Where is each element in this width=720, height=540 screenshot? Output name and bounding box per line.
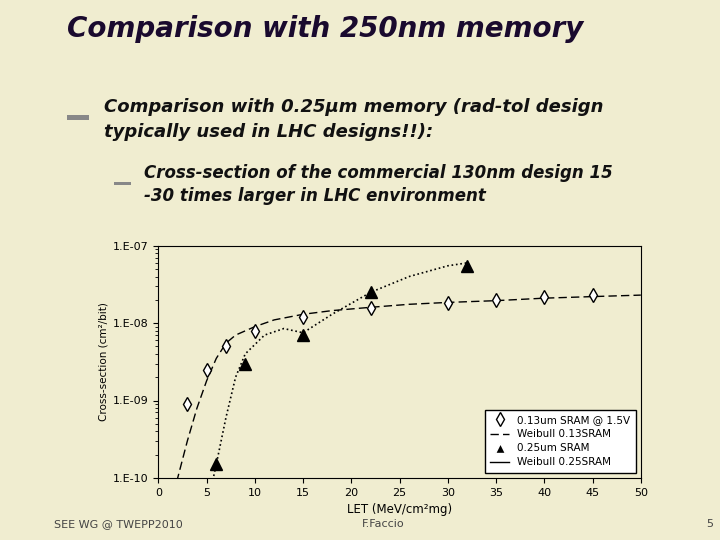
Text: typically used in LHC designs!!):: typically used in LHC designs!!): [104, 123, 433, 141]
Legend: 0.13um SRAM @ 1.5V, Weibull 0.13SRAM, 0.25um SRAM, Weibull 0.25SRAM: 0.13um SRAM @ 1.5V, Weibull 0.13SRAM, 0.… [485, 410, 636, 472]
Text: 5: 5 [706, 519, 714, 529]
Text: Comparison with 0.25μm memory (rad-tol design: Comparison with 0.25μm memory (rad-tol d… [104, 98, 603, 116]
Text: F.Faccio: F.Faccio [362, 519, 405, 529]
Text: -30 times larger in LHC environment: -30 times larger in LHC environment [145, 187, 486, 205]
X-axis label: LET (MeV/cm²mg): LET (MeV/cm²mg) [347, 503, 452, 516]
Bar [67, 115, 89, 120]
Y-axis label: Cross-section (cm²/bit): Cross-section (cm²/bit) [99, 302, 109, 421]
Text: Cross-section of the commercial 130nm design 15: Cross-section of the commercial 130nm de… [145, 164, 613, 182]
Text: Comparison with 250nm memory: Comparison with 250nm memory [67, 15, 583, 43]
Bar [114, 181, 131, 185]
Text: SEE WG @ TWEPP2010: SEE WG @ TWEPP2010 [53, 519, 182, 529]
